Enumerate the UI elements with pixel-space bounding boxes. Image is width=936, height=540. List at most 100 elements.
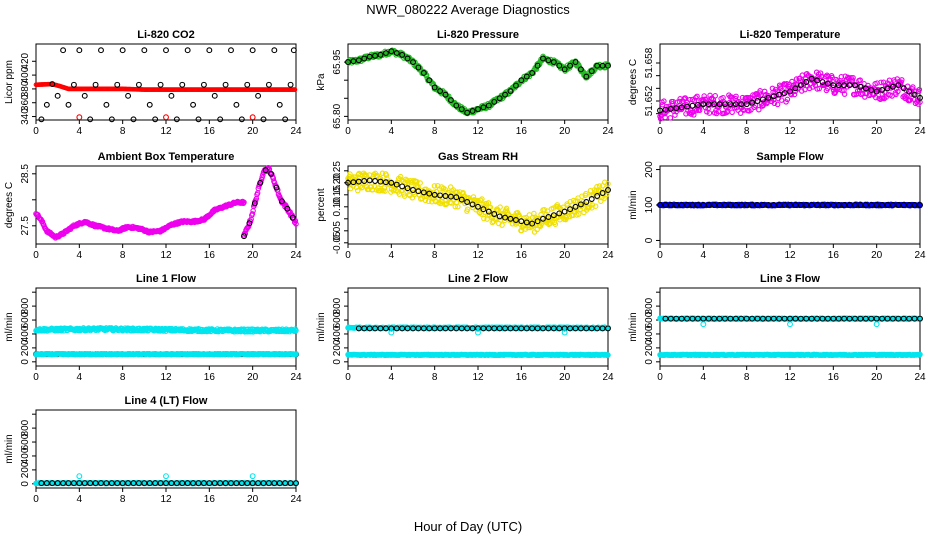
panel-title: Line 1 Flow [136, 273, 196, 285]
data-point [426, 77, 433, 84]
y-axis-label: degrees C [4, 182, 15, 228]
data-point [206, 47, 213, 54]
data-point [108, 116, 115, 123]
data-point [404, 55, 411, 62]
data-point [830, 82, 837, 89]
y-tick-label: 340 [20, 108, 31, 125]
x-tick-label: 12 [472, 126, 484, 137]
y-tick-label: 28.5 [20, 164, 31, 184]
y-tick-label: 0 [20, 359, 31, 365]
series-hourly [241, 167, 296, 240]
data-point [684, 103, 691, 110]
data-point [765, 94, 772, 101]
data-point [377, 175, 384, 182]
data-point [771, 100, 778, 107]
data-point [141, 47, 148, 54]
data-point [696, 107, 703, 114]
data-point [776, 91, 783, 98]
data-point [889, 83, 896, 90]
data-point [556, 210, 563, 217]
data-point [588, 68, 595, 75]
y-tick-label: 800 [644, 297, 655, 314]
data-point [774, 101, 781, 108]
data-point [849, 77, 856, 83]
y-tick-label: 65.80 [332, 103, 343, 128]
data-point [716, 101, 723, 108]
data-point [257, 179, 264, 186]
data-point [217, 116, 224, 123]
data-point [501, 217, 508, 224]
data-point [759, 96, 766, 103]
x-tick-label: 8 [744, 250, 750, 261]
y-tick-label: 51.658 [644, 47, 655, 78]
data-point [70, 81, 77, 88]
data-point [917, 94, 923, 101]
data-point [278, 198, 285, 205]
data-point [567, 206, 574, 213]
data-point [464, 206, 471, 212]
series-dense [657, 69, 923, 122]
data-point [577, 201, 584, 208]
data-point [862, 85, 869, 92]
y-tick-label: 0.25 [332, 161, 343, 181]
data-point [92, 81, 99, 88]
x-tick-label: 0 [33, 250, 39, 261]
data-point [667, 105, 674, 112]
data-point [420, 189, 427, 196]
x-tick-label: 16 [516, 126, 528, 137]
data-point [222, 81, 229, 88]
data-point [255, 92, 262, 99]
data-point [363, 172, 369, 179]
data-point [599, 190, 606, 196]
data-point [752, 102, 759, 109]
x-tick-label: 16 [516, 250, 528, 261]
data-point [479, 196, 485, 202]
x-tick-label: 20 [247, 372, 259, 383]
series-dense [657, 351, 923, 359]
series-dense [345, 170, 611, 235]
data-point [426, 190, 433, 197]
data-point [667, 115, 674, 121]
data-point [496, 95, 503, 102]
data-point [900, 85, 907, 92]
data-point [868, 86, 875, 93]
data-point [251, 200, 258, 207]
data-point [372, 178, 379, 184]
data-point [442, 193, 449, 199]
x-tick-label: 16 [204, 126, 216, 137]
data-point [502, 214, 509, 221]
data-point [260, 116, 267, 123]
data-point [477, 197, 484, 203]
data-point [287, 81, 294, 88]
y-axis-label: ml/min [628, 190, 639, 219]
series-dense [33, 350, 299, 358]
data-point [533, 66, 540, 72]
data-point [594, 193, 601, 199]
x-tick-label: 0 [345, 372, 351, 383]
data-point [748, 107, 754, 113]
data-point [754, 98, 761, 104]
y-tick-label: 0.10 [332, 197, 343, 217]
data-point [808, 75, 815, 82]
x-tick-label: 8 [432, 250, 438, 261]
data-point [211, 92, 218, 99]
x-tick-label: 0 [657, 126, 663, 137]
data-point [902, 94, 909, 100]
y-tick-label: 0.15 [332, 185, 343, 205]
data-point [410, 187, 416, 193]
x-tick-label: 8 [432, 126, 438, 137]
data-point [87, 116, 94, 123]
x-tick-label: 20 [871, 126, 883, 137]
y-axis-label: percent [316, 188, 327, 222]
data-point [589, 202, 596, 208]
data-point [345, 59, 351, 66]
y-tick-label: 0 [644, 237, 655, 243]
plot-frame [35, 43, 297, 121]
data-point [727, 101, 734, 108]
data-point [368, 184, 375, 190]
data-point [276, 101, 283, 108]
data-point [241, 233, 247, 240]
data-point [824, 80, 831, 87]
